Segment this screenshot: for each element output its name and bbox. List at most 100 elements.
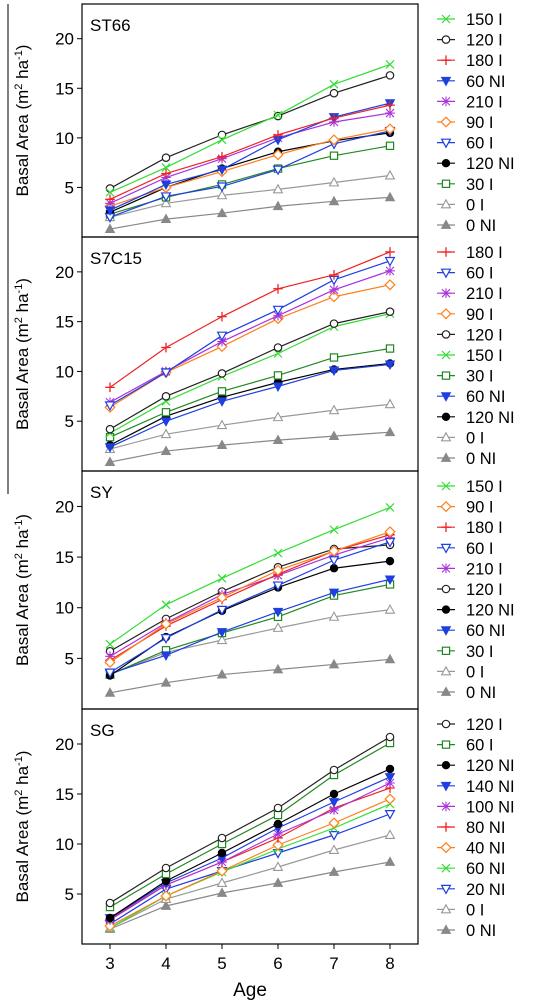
legend-label: 180 I [466, 52, 503, 70]
data-point [384, 653, 396, 664]
series-line [109, 311, 391, 430]
legend-label: 40 NI [466, 840, 505, 858]
legend-label: 60 I [466, 737, 494, 755]
data-point [272, 149, 284, 161]
legend-item-30-i: 30 I [437, 643, 494, 661]
legend-marker [440, 686, 452, 696]
data-point [161, 876, 171, 886]
data-point [161, 863, 171, 873]
legend-marker [441, 247, 451, 257]
data-point [328, 658, 340, 669]
data-point [161, 163, 171, 173]
legend-marker [440, 138, 452, 149]
series-line [109, 609, 391, 676]
y-tick-label: 10 [55, 362, 74, 381]
legend-label: 0 I [466, 196, 484, 214]
legend-item-30-i: 30 I [437, 176, 494, 194]
legend-label: 120 I [466, 326, 503, 344]
series-150-i [105, 60, 395, 197]
legend-marker [441, 563, 451, 574]
series-line [109, 798, 391, 927]
legend-marker [441, 761, 451, 770]
data-point [329, 151, 339, 160]
data-point [217, 311, 227, 322]
legend-marker [440, 924, 452, 934]
legend-label: 60 I [466, 135, 494, 153]
legend-label: 210 I [466, 93, 503, 111]
legend: 150 I 90 I 180 I 60 I 210 I 120 I 120 NI 60 NI 3… [437, 478, 515, 702]
data-point [329, 113, 339, 123]
data-point [217, 151, 227, 162]
series-20-ni [104, 809, 396, 930]
data-point [384, 809, 396, 820]
legend-marker [441, 522, 451, 532]
legend-label: 120 I [466, 581, 503, 599]
series-line [109, 104, 391, 200]
legend-item-60-ni: 60 NI [437, 73, 505, 91]
legend-label: 90 I [466, 499, 494, 517]
legend-item-0-ni: 0 NI [437, 217, 496, 235]
data-point [385, 764, 395, 774]
series-line [109, 537, 391, 657]
legend-marker [440, 500, 452, 513]
data-point [217, 387, 227, 396]
series-120-i [105, 71, 395, 193]
data-point [216, 628, 228, 638]
data-point [329, 805, 339, 815]
y-tick-label: 15 [55, 785, 74, 804]
legend-marker [441, 801, 451, 812]
data-point [272, 305, 284, 316]
data-point [385, 344, 395, 353]
legend-item-120-ni: 120 NI [437, 757, 515, 775]
series-line [109, 506, 391, 645]
data-point [104, 206, 116, 216]
data-point [385, 141, 395, 150]
data-point [160, 417, 172, 427]
y-axis-label: Basal Area (m2 ha-1) [13, 278, 32, 430]
series-line [109, 174, 391, 218]
data-point [272, 839, 284, 851]
series-line [109, 787, 391, 920]
series-60-i [105, 738, 395, 912]
data-point [216, 397, 228, 407]
series-0-ni [104, 653, 396, 697]
data-point [273, 343, 283, 352]
legend-marker [441, 330, 451, 339]
legend-label: 0 NI [466, 217, 496, 235]
legend-label: 120 I [466, 716, 503, 734]
legend-marker [441, 179, 451, 188]
series-120-i [105, 732, 395, 908]
data-point [384, 856, 396, 866]
data-point [272, 200, 284, 211]
data-point [105, 898, 115, 908]
data-point [272, 581, 284, 592]
data-point [273, 819, 283, 829]
data-point [217, 848, 227, 858]
data-point [384, 773, 396, 783]
legend-marker [440, 884, 452, 895]
data-point [272, 165, 284, 176]
legend-marker [440, 452, 452, 462]
data-point [385, 778, 395, 788]
data-point [160, 180, 172, 191]
legend-marker [441, 412, 451, 421]
legend-marker [440, 76, 452, 87]
series-line [109, 531, 391, 663]
legend-item-80-ni: 80 NI [437, 819, 505, 837]
series-90-i [104, 526, 396, 669]
series-line [109, 861, 391, 930]
series-90-i [104, 123, 396, 212]
series-line [109, 128, 391, 207]
data-point [217, 336, 227, 347]
series-line [109, 362, 391, 446]
series-0-ni [104, 856, 396, 933]
data-point [328, 176, 340, 187]
legend-item-150-i: 150 I [437, 347, 503, 365]
legend-marker [440, 268, 452, 279]
data-point [273, 310, 283, 321]
series-100-ni [105, 778, 395, 925]
data-point [105, 187, 115, 197]
legend-marker [440, 116, 452, 128]
